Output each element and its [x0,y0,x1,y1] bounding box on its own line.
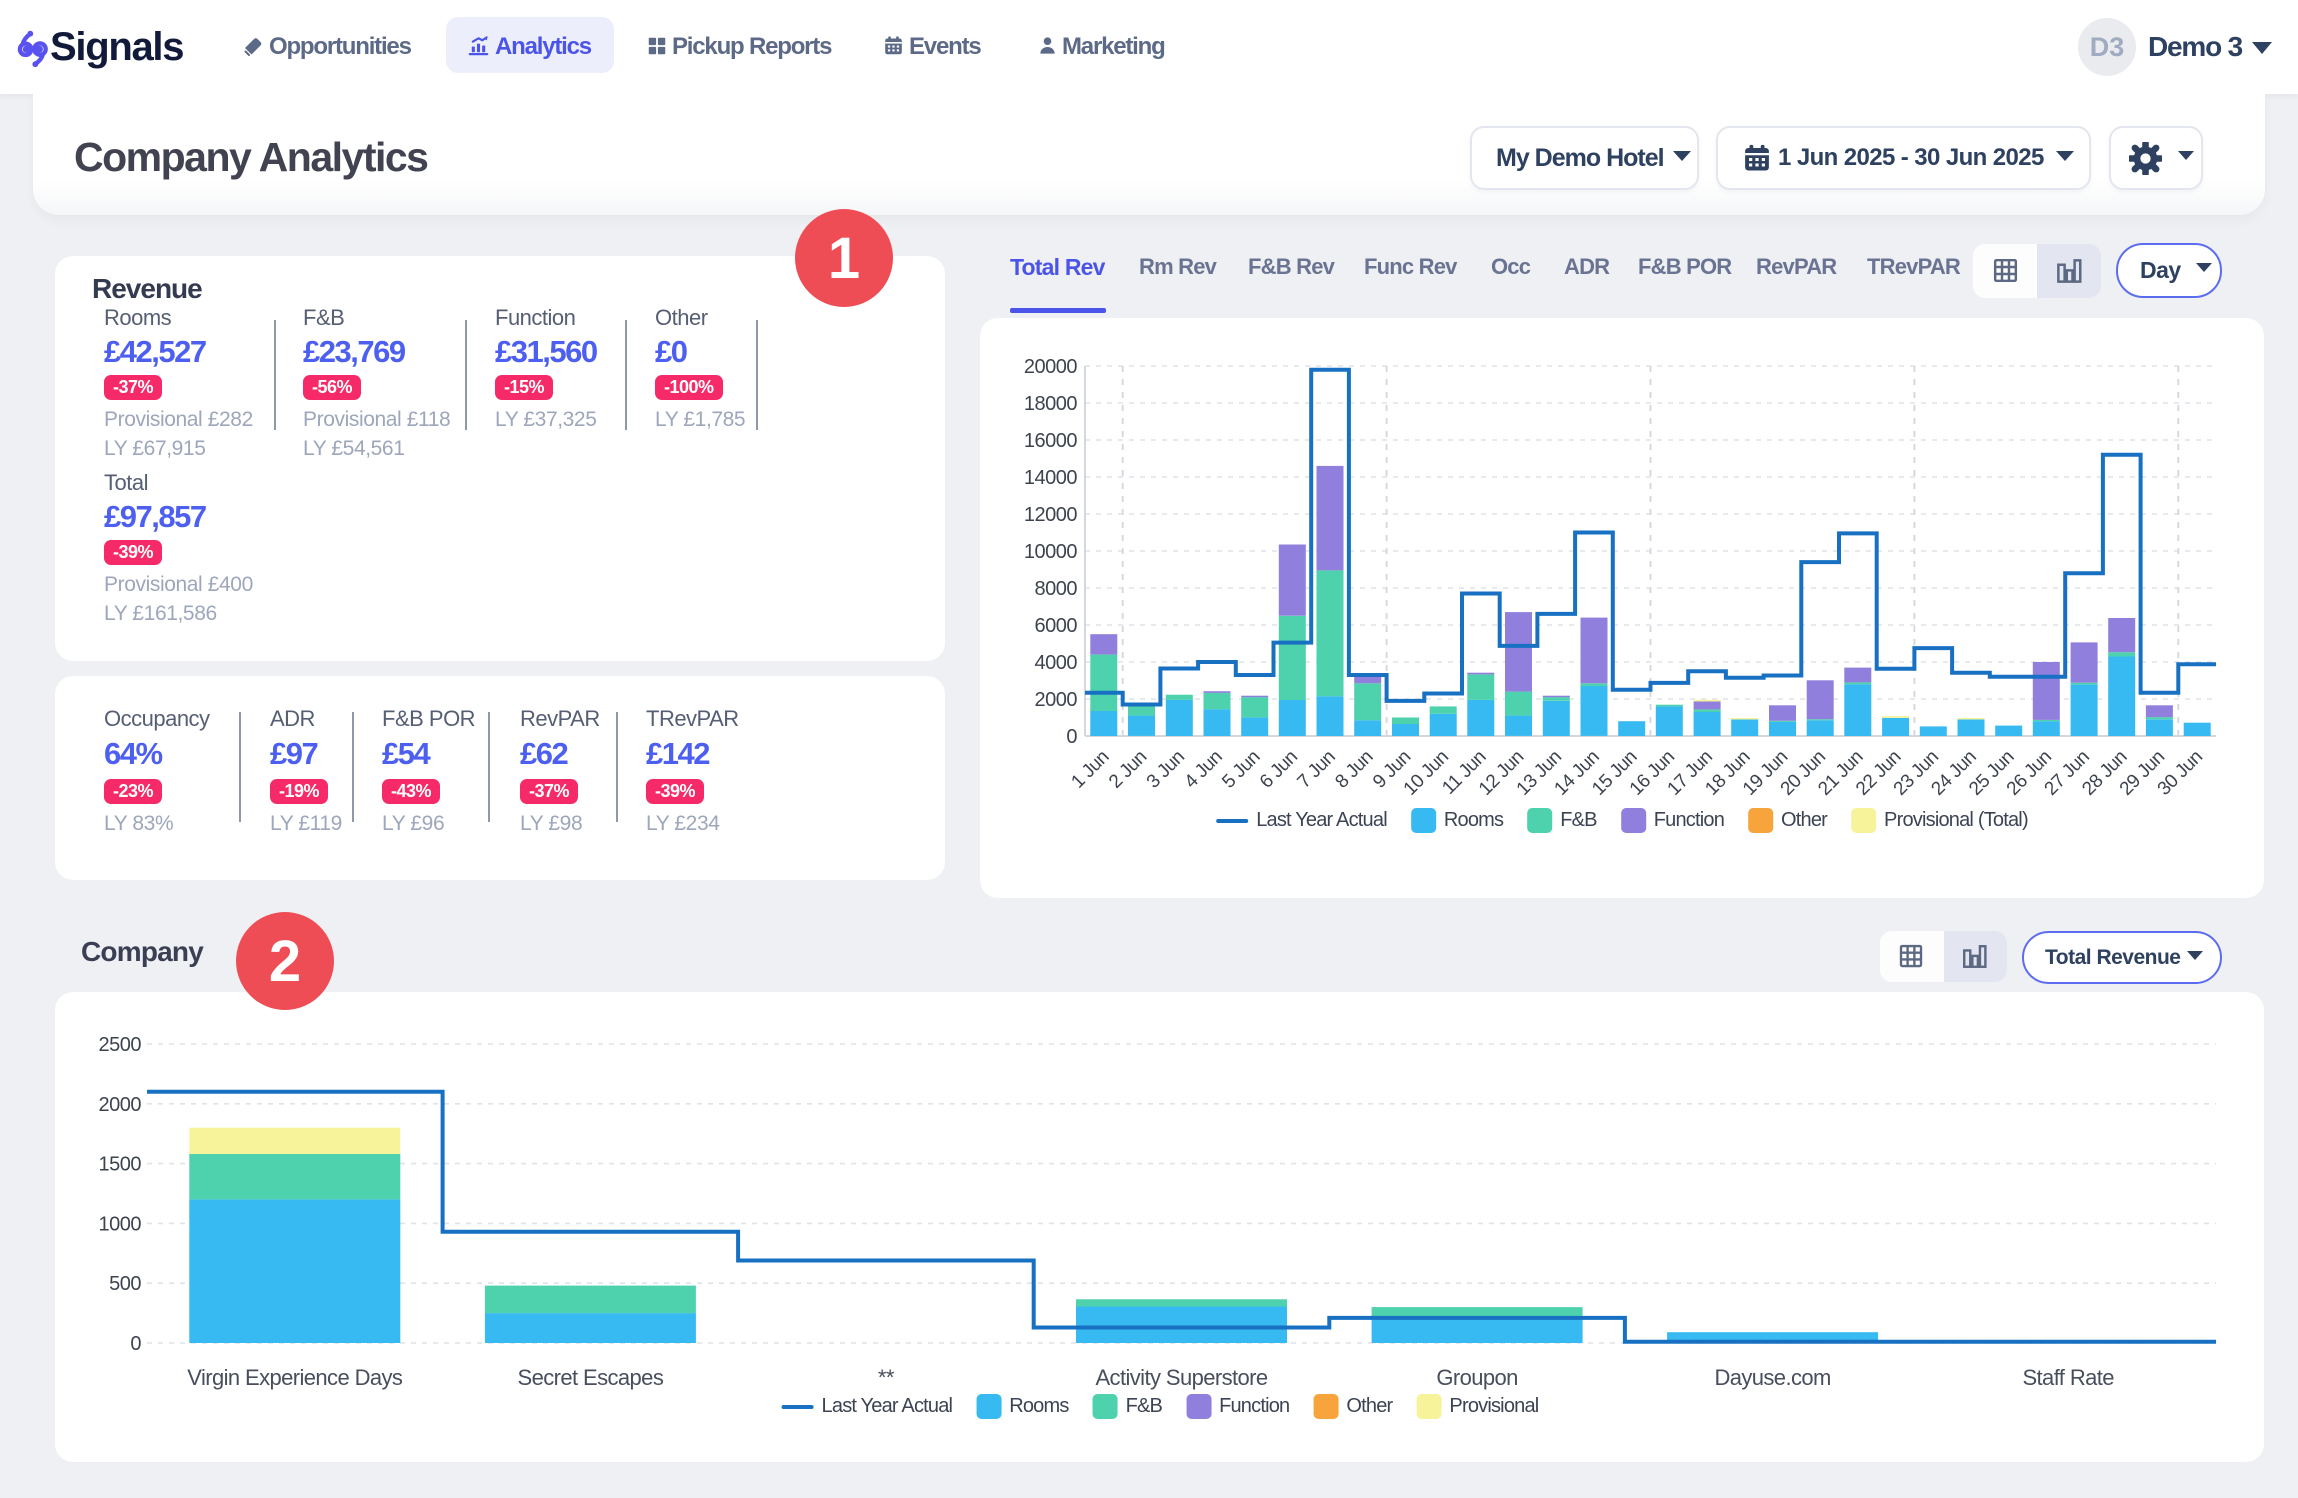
svg-text:Staff Rate: Staff Rate [2022,1365,2114,1390]
svg-text:1500: 1500 [99,1154,142,1176]
svg-text:Groupon: Groupon [1436,1365,1517,1390]
svg-text:10000: 10000 [1024,541,1077,563]
svg-text:8000: 8000 [1035,578,1078,600]
svg-text:1000: 1000 [99,1213,142,1235]
svg-text:6000: 6000 [1035,615,1078,637]
svg-text:Activity Superstore: Activity Superstore [1095,1365,1267,1390]
svg-text:2000: 2000 [1035,689,1078,711]
svg-text:3 Jun: 3 Jun [1143,747,1189,793]
svg-text:7 Jun: 7 Jun [1294,747,1340,793]
svg-text:16000: 16000 [1024,430,1077,452]
svg-text:12000: 12000 [1024,504,1077,526]
svg-text:2500: 2500 [99,1034,142,1056]
svg-text:4 Jun: 4 Jun [1181,747,1227,793]
svg-text:20000: 20000 [1024,356,1077,378]
svg-text:14000: 14000 [1024,467,1077,489]
svg-text:6 Jun: 6 Jun [1256,747,1302,793]
svg-text:0: 0 [130,1333,141,1355]
svg-text:Dayuse.com: Dayuse.com [1714,1365,1830,1390]
svg-text:0: 0 [1066,726,1077,748]
svg-text:1 Jun: 1 Jun [1067,747,1113,793]
svg-text:Virgin Experience Days: Virgin Experience Days [187,1365,403,1390]
svg-text:8 Jun: 8 Jun [1331,747,1377,793]
svg-text:**: ** [878,1365,895,1390]
svg-text:2 Jun: 2 Jun [1105,747,1151,793]
svg-text:2000: 2000 [99,1094,142,1116]
svg-text:Secret Escapes: Secret Escapes [518,1365,664,1390]
svg-text:18000: 18000 [1024,393,1077,415]
svg-text:500: 500 [109,1273,141,1295]
svg-text:4000: 4000 [1035,652,1078,674]
svg-text:5 Jun: 5 Jun [1218,747,1264,793]
